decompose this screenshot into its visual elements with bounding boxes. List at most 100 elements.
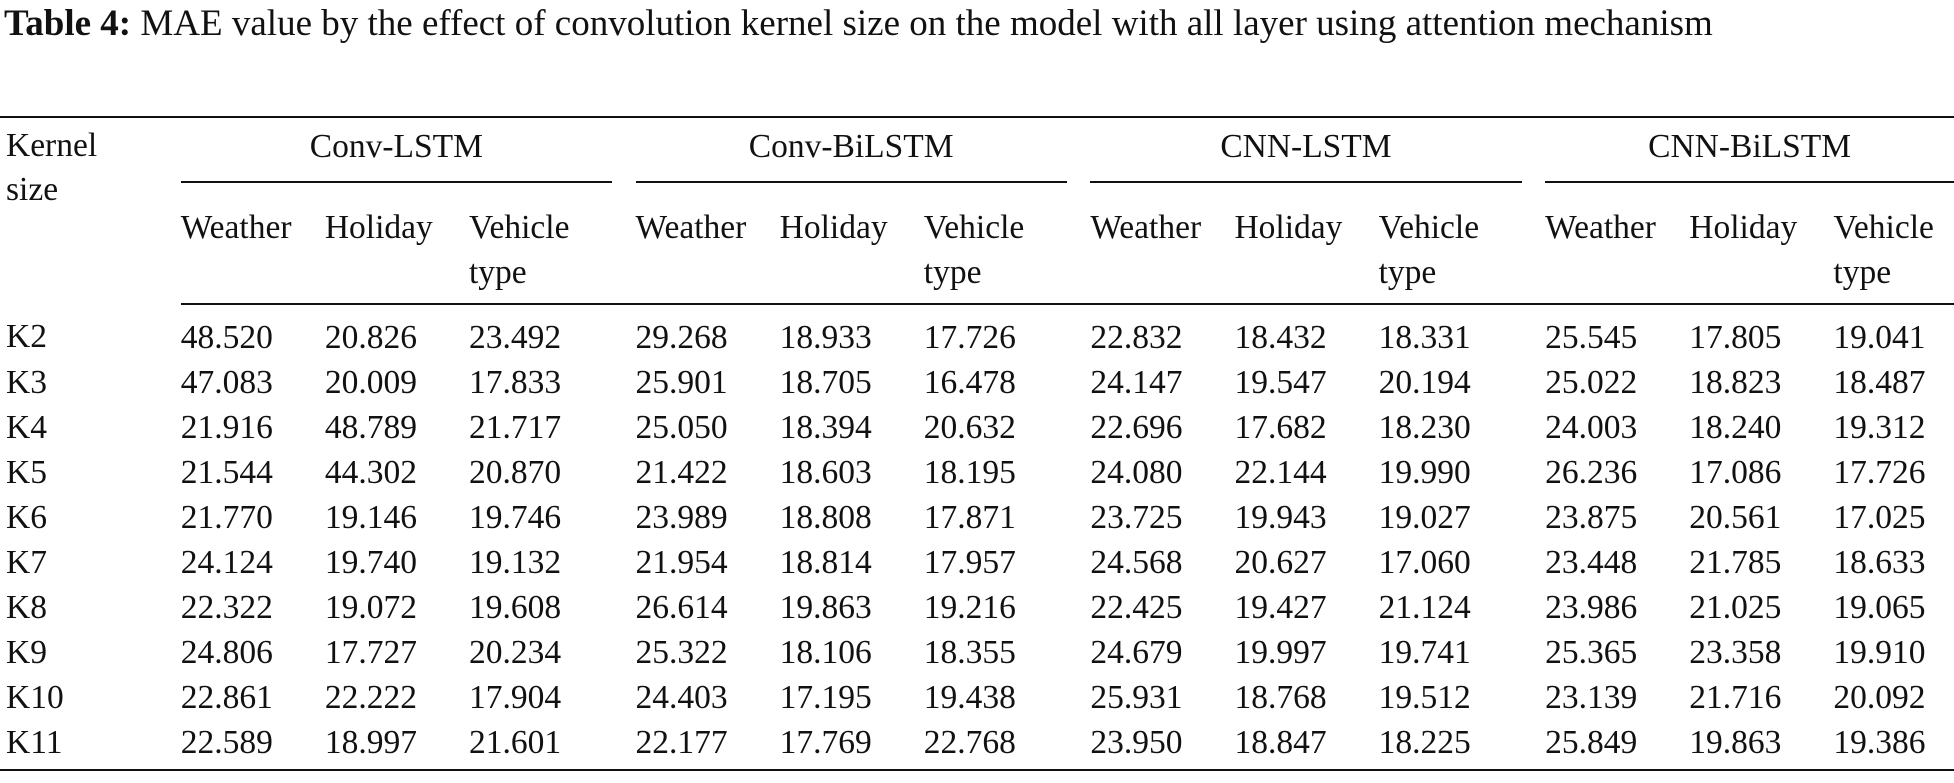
cell-gap [612,304,636,360]
value-cell: 18.355 [923,634,1016,671]
value-cell: 17.957 [923,544,1016,581]
value-cell: 19.386 [1833,720,1954,771]
cell-gap [612,585,636,630]
row-label: K11 [0,720,181,771]
value-cell: 18.195 [923,454,1016,491]
value-cell: 17.805 [1689,319,1782,356]
table-row: K4 21.916 48.789 21.717 25.050 18.394 20.632 22… [0,405,1954,450]
value-cell: 21.601 [468,720,612,771]
caption-text: MAE value by the effect of convolution k… [131,3,1713,44]
value-cell: 19.146 [324,499,417,536]
row-label: K9 [6,634,47,671]
row-label: K2 [6,318,47,355]
value-cell: 21.716 [1689,679,1782,716]
group-header: Conv-BiLSTM [635,117,1067,186]
cell-gap [1067,304,1091,360]
value-cell: 17.195 [779,679,872,716]
value-cell: 18.106 [779,634,872,671]
group-header-row: Kernel size Conv-LSTM Conv-BiLSTM CNN-LSTM C… [0,117,1954,208]
value-cell: 19.990 [1378,454,1471,491]
value-cell: 17.726 [1833,454,1926,491]
value-cell: 23.950 [1090,720,1235,771]
kernel-size-header: Kernel size [6,127,98,208]
cell-gap [612,495,636,540]
cell-gap [612,450,636,495]
value-cell: 26.614 [635,589,728,626]
table-row: K2 48.520 20.826 23.492 29.268 18.933 17.726 22… [0,304,1954,360]
value-cell: 24.003 [1545,409,1638,446]
value-cell: 18.633 [1833,544,1926,581]
value-cell: 17.904 [468,679,562,716]
value-cell: 17.769 [779,720,924,771]
value-cell: 19.512 [1378,679,1471,716]
cell-gap [1522,450,1546,495]
value-cell: 19.072 [324,589,417,626]
value-cell: 19.740 [324,544,417,581]
value-cell: 22.832 [1090,319,1183,356]
subheader-cell: Vehicle type [468,186,612,305]
value-cell: 17.726 [923,319,1016,356]
value-cell: 21.025 [1689,589,1782,626]
subheader-cell: Vehicle type [1378,186,1522,305]
value-cell: 18.225 [1378,720,1522,771]
row-label: K5 [6,454,47,491]
cell-gap [612,405,636,450]
value-cell: 19.910 [1833,634,1926,671]
value-cell: 18.487 [1833,364,1926,401]
value-cell: 21.916 [180,409,273,446]
value-cell: 22.696 [1090,409,1183,446]
value-cell: 21.422 [635,454,728,491]
value-cell: 22.768 [923,720,1067,771]
value-cell: 21.785 [1689,544,1782,581]
value-cell: 22.861 [180,679,273,716]
cell-gap [1522,304,1546,360]
cell-gap [612,675,636,720]
subheader-gap [1521,186,1546,305]
value-cell: 18.823 [1689,364,1782,401]
value-cell: 19.312 [1833,409,1926,446]
value-cell: 20.826 [324,319,417,356]
value-cell: 18.240 [1689,409,1782,446]
cell-gap [1067,540,1091,585]
value-cell: 48.520 [180,319,273,356]
value-cell: 18.331 [1378,319,1471,356]
value-cell: 24.806 [180,634,273,671]
table-row: K5 21.544 44.302 20.870 21.422 18.603 18.195 24… [0,450,1954,495]
value-cell: 23.989 [635,499,728,536]
value-cell: 19.547 [1234,364,1327,401]
value-cell: 23.986 [1545,589,1638,626]
value-cell: 20.194 [1378,364,1471,401]
table-row: K11 22.589 18.997 21.601 22.177 17.769 22.768 2… [0,720,1954,771]
subheader-cell: Holiday [1689,186,1834,305]
value-cell: 19.027 [1378,499,1471,536]
value-cell: 18.847 [1234,720,1379,771]
value-cell: 24.147 [1090,364,1183,401]
value-cell: 19.863 [779,589,872,626]
value-cell: 18.394 [779,409,872,446]
subheader-gap [611,186,636,305]
value-cell: 18.768 [1234,679,1327,716]
cell-gap [612,360,636,405]
value-cell: 19.943 [1234,499,1327,536]
group-header-label: Conv-LSTM [180,124,612,183]
value-cell: 48.789 [324,409,417,446]
value-cell: 22.144 [1234,454,1327,491]
subheader-cell: Holiday [779,186,924,305]
value-cell: 18.814 [779,544,872,581]
table-row: K3 47.083 20.009 17.833 25.901 18.705 16.478 24… [0,360,1954,405]
value-cell: 20.234 [468,634,562,671]
value-cell: 19.065 [1833,589,1926,626]
group-gap [1067,117,1091,186]
value-cell: 20.009 [324,364,417,401]
row-label: K7 [6,544,47,581]
value-cell: 21.124 [1378,589,1471,626]
table-row: K8 22.322 19.072 19.608 26.614 19.863 19.216 22… [0,585,1954,630]
value-cell: 19.427 [1234,589,1327,626]
subheader-cell: Vehicle type [923,186,1067,305]
value-cell: 26.236 [1545,454,1638,491]
cell-gap [1067,405,1091,450]
group-header-label: CNN-BiLSTM [1545,124,1954,183]
group-gap [612,117,636,186]
value-cell: 16.478 [923,364,1016,401]
value-cell: 25.901 [635,364,728,401]
